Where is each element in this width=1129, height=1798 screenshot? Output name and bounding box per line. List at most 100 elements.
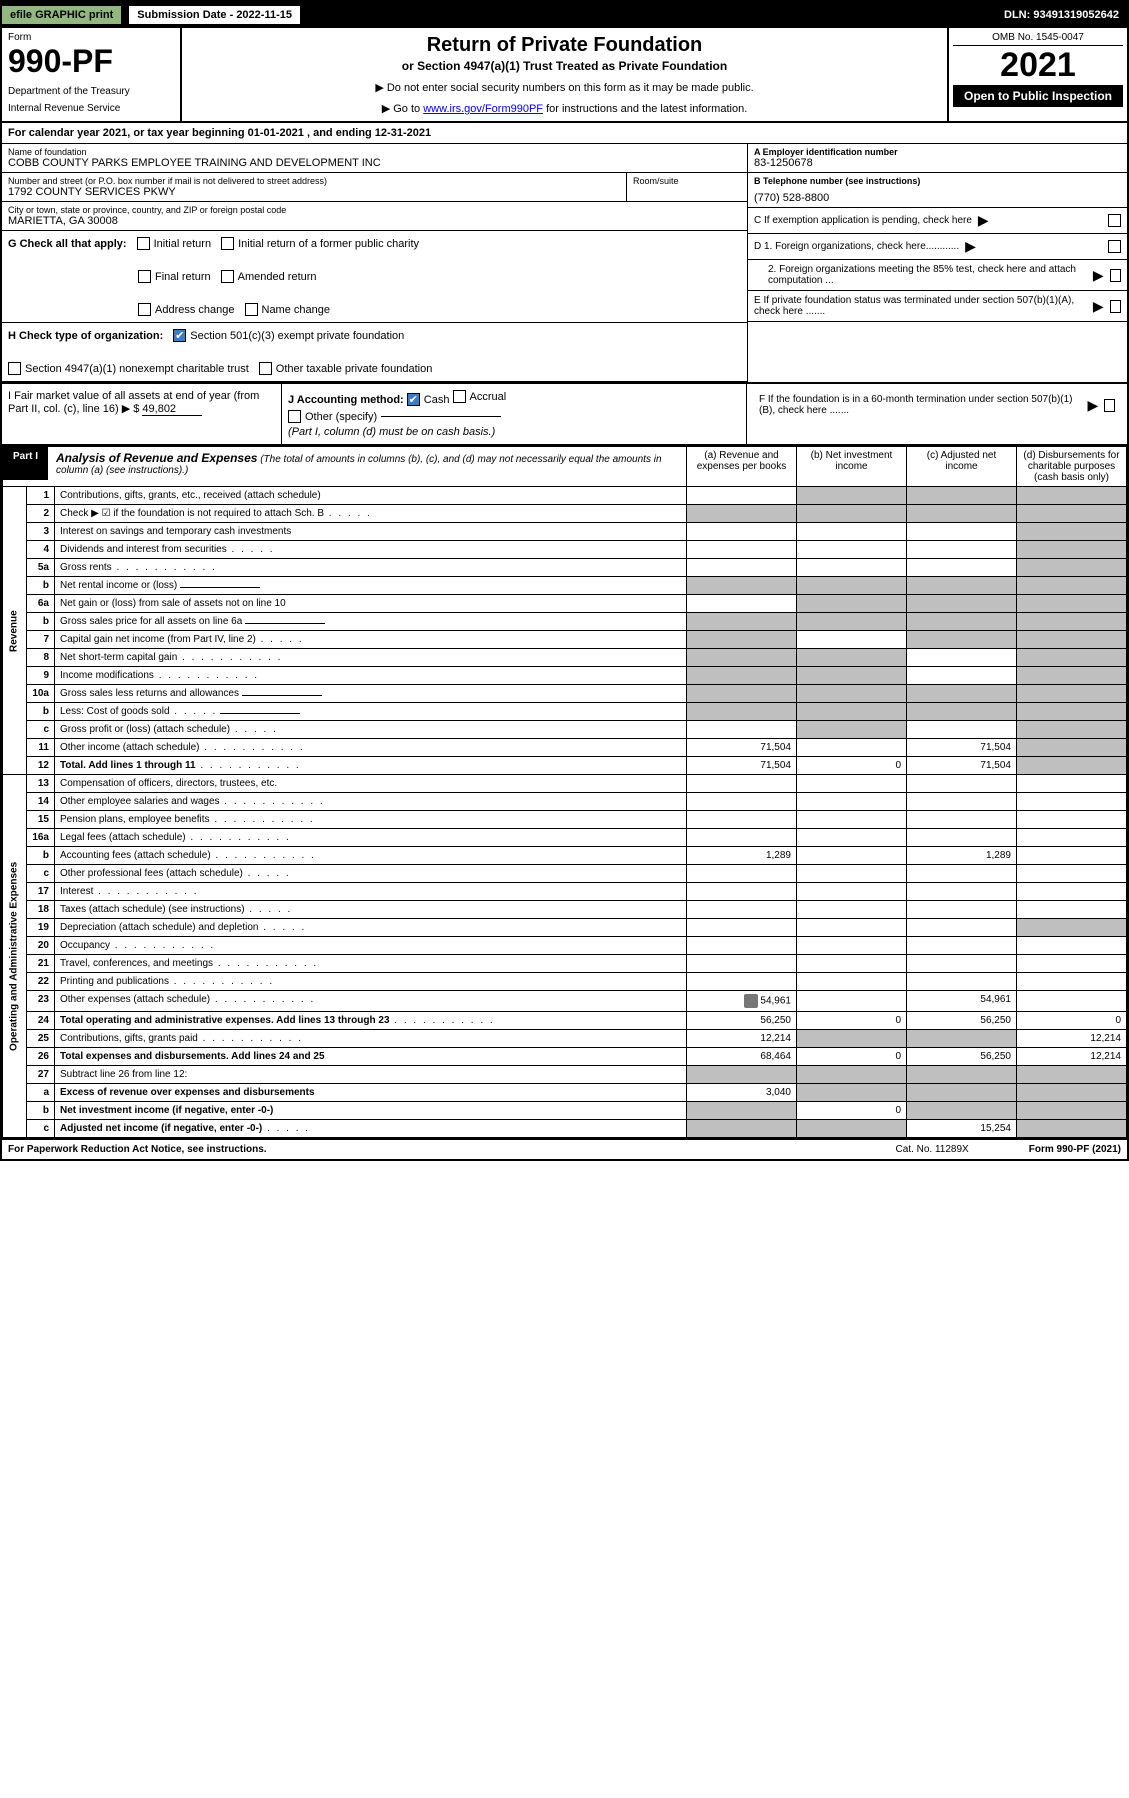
cell-a	[687, 901, 797, 919]
cell-a	[687, 793, 797, 811]
line-desc: Gross sales less returns and allowances	[55, 685, 687, 703]
other-taxable-check[interactable]: Other taxable private foundation	[259, 362, 433, 375]
other-check[interactable]: Other (specify)	[288, 410, 501, 423]
cell-a: 3,040	[687, 1084, 797, 1102]
line-12: 12Total. Add lines 1 through 1171,504071…	[3, 757, 1127, 775]
identification-block: Name of foundation COBB COUNTY PARKS EMP…	[2, 144, 1127, 384]
cell-d	[1017, 793, 1127, 811]
line-24: 24Total operating and administrative exp…	[3, 1012, 1127, 1030]
name-change-check[interactable]: Name change	[245, 303, 331, 316]
cell-d	[1017, 865, 1127, 883]
cell-c	[907, 1030, 1017, 1048]
line-number: b	[27, 613, 55, 631]
d2-check: 2. Foreign organizations meeting the 85%…	[748, 260, 1127, 291]
line-desc: Travel, conferences, and meetings	[55, 955, 687, 973]
line-desc: Contributions, gifts, grants, etc., rece…	[55, 487, 687, 505]
line-number: 2	[27, 505, 55, 523]
line-b: bGross sales price for all assets on lin…	[3, 613, 1127, 631]
line-19: 19Depreciation (attach schedule) and dep…	[3, 919, 1127, 937]
note-ssn: ▶ Do not enter social security numbers o…	[188, 81, 941, 94]
f-checkbox[interactable]	[1104, 399, 1115, 412]
cell-a: 1,289	[687, 847, 797, 865]
cell-c	[907, 793, 1017, 811]
part1-header-row: Part I Analysis of Revenue and Expenses …	[3, 447, 1127, 487]
cell-c	[907, 1084, 1017, 1102]
j-accounting: J Accounting method: ✔Cash Accrual Other…	[282, 384, 747, 444]
cell-b	[797, 937, 907, 955]
e-checkbox[interactable]	[1110, 300, 1121, 313]
cell-c	[907, 919, 1017, 937]
accrual-check[interactable]: Accrual	[453, 390, 507, 403]
cell-a	[687, 649, 797, 667]
cell-c	[907, 937, 1017, 955]
attachment-icon[interactable]	[744, 994, 758, 1008]
initial-former-check[interactable]: Initial return of a former public charit…	[221, 237, 419, 250]
cell-a	[687, 541, 797, 559]
note-link: ▶ Go to www.irs.gov/Form990PF for instru…	[188, 102, 941, 115]
line-desc: Net investment income (if negative, ente…	[55, 1102, 687, 1120]
cell-c	[907, 487, 1017, 505]
cell-b	[797, 829, 907, 847]
final-return-check[interactable]: Final return	[138, 270, 211, 283]
cell-c	[907, 649, 1017, 667]
line-desc: Net rental income or (loss)	[55, 577, 687, 595]
cell-a	[687, 937, 797, 955]
line-15: 15Pension plans, employee benefits	[3, 811, 1127, 829]
cell-a	[687, 775, 797, 793]
d2-checkbox[interactable]	[1110, 269, 1121, 282]
cell-d	[1017, 559, 1127, 577]
line-desc: Printing and publications	[55, 973, 687, 991]
line-b: bNet rental income or (loss)	[3, 577, 1127, 595]
cell-b	[797, 667, 907, 685]
header-right: OMB No. 1545-0047 2021 Open to Public In…	[947, 28, 1127, 121]
line-number: 11	[27, 739, 55, 757]
cell-c	[907, 523, 1017, 541]
cell-c	[907, 505, 1017, 523]
cell-b	[797, 541, 907, 559]
cell-d	[1017, 757, 1127, 775]
form-label: Form	[8, 32, 174, 43]
cell-b	[797, 613, 907, 631]
line-desc: Gross profit or (loss) (attach schedule)	[55, 721, 687, 739]
line-18: 18Taxes (attach schedule) (see instructi…	[3, 901, 1127, 919]
line-desc: Pension plans, employee benefits	[55, 811, 687, 829]
cell-b	[797, 973, 907, 991]
col-c: (c) Adjusted net income	[907, 447, 1017, 487]
line-number: 8	[27, 649, 55, 667]
cell-d: 12,214	[1017, 1048, 1127, 1066]
line-desc: Contributions, gifts, grants paid	[55, 1030, 687, 1048]
501c3-check[interactable]: ✔Section 501(c)(3) exempt private founda…	[173, 329, 404, 342]
amended-return-check[interactable]: Amended return	[221, 270, 317, 283]
cell-d	[1017, 973, 1127, 991]
line-desc: Capital gain net income (from Part IV, l…	[55, 631, 687, 649]
form990pf-link[interactable]: www.irs.gov/Form990PF	[423, 103, 543, 115]
c-checkbox[interactable]	[1108, 214, 1121, 227]
cell-c	[907, 631, 1017, 649]
line-number: 12	[27, 757, 55, 775]
tax-year: 2021	[953, 46, 1123, 85]
header-left: Form 990-PF Department of the Treasury I…	[2, 28, 182, 121]
cell-b	[797, 1066, 907, 1084]
line-number: b	[27, 1102, 55, 1120]
line-number: 24	[27, 1012, 55, 1030]
cell-d	[1017, 1102, 1127, 1120]
cell-d: 12,214	[1017, 1030, 1127, 1048]
line-25: 25Contributions, gifts, grants paid12,21…	[3, 1030, 1127, 1048]
cell-c	[907, 775, 1017, 793]
c-check: C If exemption application is pending, c…	[748, 208, 1127, 234]
initial-return-check[interactable]: Initial return	[137, 237, 211, 250]
cell-b	[797, 919, 907, 937]
cash-check[interactable]: ✔Cash	[407, 393, 450, 406]
cell-a: 56,250	[687, 1012, 797, 1030]
cell-c	[907, 685, 1017, 703]
line-number: 19	[27, 919, 55, 937]
4947a1-check[interactable]: Section 4947(a)(1) nonexempt charitable …	[8, 362, 249, 375]
cell-b	[797, 793, 907, 811]
address-change-check[interactable]: Address change	[138, 303, 235, 316]
line-desc: Other professional fees (attach schedule…	[55, 865, 687, 883]
paperwork-notice: For Paperwork Reduction Act Notice, see …	[8, 1144, 267, 1155]
line-21: 21Travel, conferences, and meetings	[3, 955, 1127, 973]
cell-b	[797, 595, 907, 613]
line-number: 9	[27, 667, 55, 685]
d1-checkbox[interactable]	[1108, 240, 1121, 253]
